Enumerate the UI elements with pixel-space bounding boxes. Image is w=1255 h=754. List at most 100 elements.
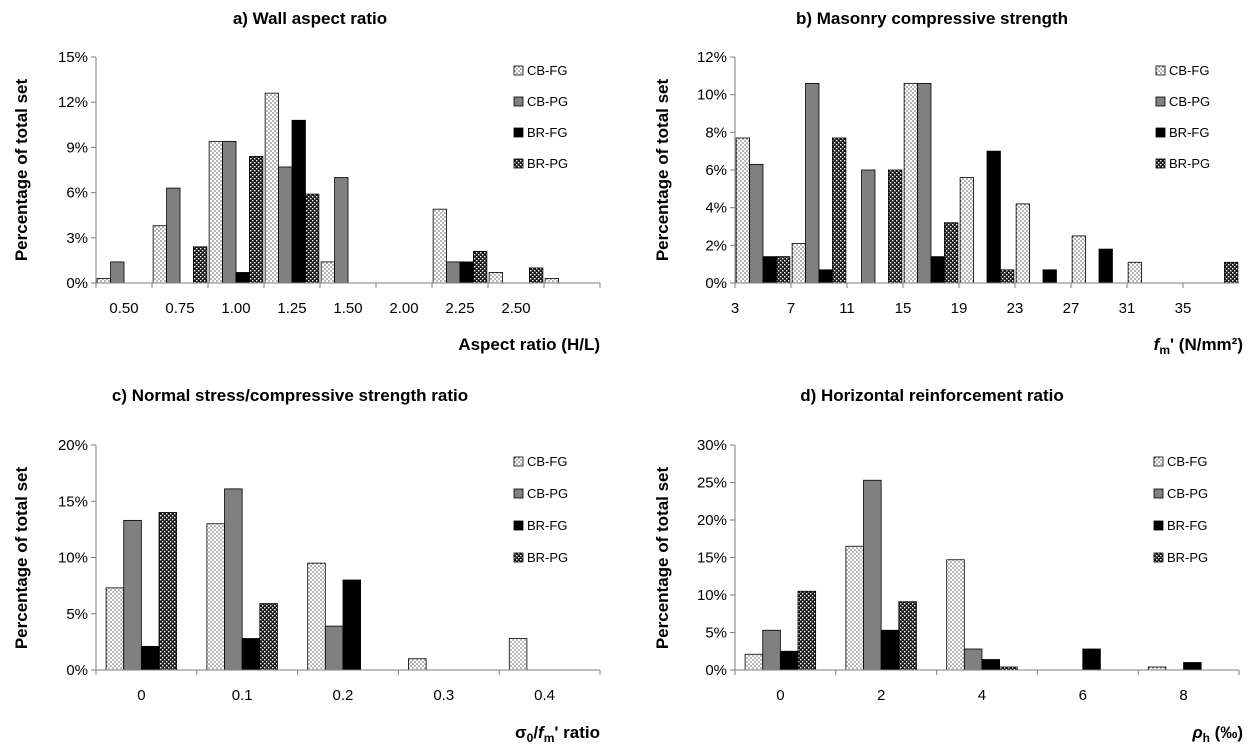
y-tick-label: 0% bbox=[705, 275, 727, 292]
bar-cb-fg-4 bbox=[959, 177, 974, 284]
y-axis-label: Percentage of total set bbox=[12, 78, 31, 261]
bar-cb-fg-1 bbox=[845, 545, 864, 671]
y-tick-label: 9% bbox=[66, 139, 88, 156]
legend-swatch-br-fg bbox=[1155, 127, 1166, 138]
bar-br-pg-1 bbox=[832, 137, 847, 284]
bar-br-fg-0 bbox=[140, 645, 160, 671]
y-tick-label: 15% bbox=[58, 493, 88, 510]
bar-br-fg-4 bbox=[986, 150, 1001, 284]
bar-br-pg-4 bbox=[1000, 269, 1015, 284]
y-tick-label: 20% bbox=[58, 437, 88, 454]
y-tick-label: 25% bbox=[697, 475, 727, 492]
legend-swatch-cb-pg bbox=[1155, 96, 1166, 107]
bar-cb-pg-1 bbox=[863, 479, 882, 671]
legend-swatch-br-pg bbox=[1155, 158, 1166, 169]
x-tick-label: 35 bbox=[1175, 300, 1192, 317]
bar-br-pg-7 bbox=[529, 267, 544, 284]
y-tick-label: 6% bbox=[705, 162, 727, 179]
legend-swatch-br-fg bbox=[513, 127, 524, 138]
bar-cb-pg-3 bbox=[917, 82, 932, 284]
bar-cb-pg-1 bbox=[166, 187, 181, 284]
y-tick-label: 12% bbox=[697, 49, 727, 66]
bar-br-pg-8 bbox=[1224, 261, 1239, 284]
bar-cb-pg-2 bbox=[861, 169, 876, 284]
legend-label-br-fg: BR-FG bbox=[527, 125, 567, 140]
chart-panel-c: c) Normal stress/compressive strength ra… bbox=[0, 375, 628, 749]
x-tick-label: 6 bbox=[1079, 687, 1087, 704]
legend-swatch-br-pg bbox=[1153, 552, 1164, 563]
chart-title: a) Wall aspect ratio bbox=[233, 9, 387, 28]
x-axis-label: ρh (‰) bbox=[1191, 723, 1243, 745]
bar-br-fg-3 bbox=[1082, 648, 1101, 671]
y-tick-label: 15% bbox=[697, 550, 727, 567]
legend-swatch-br-fg bbox=[1153, 520, 1164, 531]
bar-cb-fg-3 bbox=[264, 92, 279, 284]
legend-swatch-br-fg bbox=[513, 520, 524, 531]
chart-panel-b: b) Masonry compressive strength Percentag… bbox=[628, 0, 1255, 375]
chart-title: b) Masonry compressive strength bbox=[796, 9, 1068, 28]
x-axis-label: fm' (N/mm²) bbox=[1154, 335, 1243, 357]
x-tick-label: 2.25 bbox=[445, 300, 474, 317]
bar-cb-fg-0 bbox=[735, 137, 750, 284]
x-tick-label: 1.00 bbox=[221, 300, 250, 317]
legend-swatch-cb-pg bbox=[513, 96, 524, 107]
bar-br-pg-1 bbox=[898, 601, 917, 671]
bar-br-pg-1 bbox=[193, 246, 208, 284]
x-tick-label: 31 bbox=[1119, 300, 1136, 317]
x-tick-label: 0.1 bbox=[232, 687, 253, 704]
x-tick-label: 4 bbox=[978, 687, 986, 704]
x-tick-label: 0.75 bbox=[165, 300, 194, 317]
x-tick-label: 0.4 bbox=[534, 687, 555, 704]
legend-label-br-pg: BR-PG bbox=[527, 156, 568, 171]
bar-cb-fg-4 bbox=[508, 638, 528, 671]
bar-cb-fg-6 bbox=[432, 208, 447, 284]
chart-title: d) Horizontal reinforcement ratio bbox=[800, 386, 1064, 405]
bar-cb-fg-8 bbox=[544, 278, 559, 284]
x-tick-label: 15 bbox=[895, 300, 912, 317]
bar-br-fg-0 bbox=[762, 256, 777, 284]
bar-br-pg-1 bbox=[259, 603, 278, 671]
y-tick-label: 4% bbox=[705, 200, 727, 217]
bar-br-fg-6 bbox=[459, 261, 474, 284]
bar-cb-fg-4 bbox=[320, 261, 335, 284]
bar-br-fg-2 bbox=[235, 272, 250, 284]
bar-cb-pg-2 bbox=[324, 625, 344, 671]
legend-label-cb-pg: CB-PG bbox=[1167, 486, 1208, 501]
x-tick-label: 1.50 bbox=[333, 300, 362, 317]
bar-br-fg-3 bbox=[930, 256, 945, 284]
x-tick-label: 7 bbox=[787, 300, 795, 317]
x-tick-label: 19 bbox=[951, 300, 968, 317]
x-tick-label: 27 bbox=[1063, 300, 1080, 317]
chart-title: c) Normal stress/compressive strength ra… bbox=[112, 386, 468, 405]
legend-swatch-cb-fg bbox=[1153, 456, 1164, 467]
legend-label-br-fg: BR-FG bbox=[1167, 518, 1207, 533]
y-tick-label: 2% bbox=[705, 237, 727, 254]
bar-br-pg-2 bbox=[888, 169, 903, 284]
bar-br-fg-1 bbox=[241, 638, 261, 671]
bar-cb-fg-3 bbox=[903, 82, 918, 284]
x-tick-label: 0 bbox=[137, 687, 145, 704]
bar-cb-pg-2 bbox=[963, 648, 983, 671]
y-tick-label: 10% bbox=[697, 87, 727, 104]
bar-br-fg-4 bbox=[1183, 662, 1202, 671]
legend-swatch-cb-pg bbox=[513, 488, 524, 499]
legend-label-br-pg: BR-PG bbox=[527, 550, 568, 565]
bar-cb-pg-0 bbox=[110, 261, 125, 284]
chart-a-svg: a) Wall aspect ratio Percentage of total … bbox=[12, 9, 601, 354]
y-tick-label: 15% bbox=[58, 49, 88, 66]
bar-br-fg-1 bbox=[818, 269, 833, 284]
legend-label-br-fg: BR-FG bbox=[527, 518, 567, 533]
x-tick-label: 8 bbox=[1179, 687, 1187, 704]
y-tick-label: 5% bbox=[705, 625, 727, 642]
legend-swatch-cb-pg bbox=[1153, 488, 1164, 499]
bar-br-pg-3 bbox=[305, 193, 320, 284]
legend-swatch-br-pg bbox=[513, 158, 524, 169]
bar-br-pg-3 bbox=[944, 222, 959, 284]
x-axis-label: σ0/fm' ratio bbox=[515, 723, 600, 745]
y-tick-label: 0% bbox=[705, 662, 727, 679]
y-tick-label: 12% bbox=[58, 94, 88, 111]
legend-swatch-cb-fg bbox=[513, 65, 524, 76]
x-tick-label: 2.50 bbox=[501, 300, 530, 317]
bar-cb-pg-1 bbox=[224, 488, 243, 671]
